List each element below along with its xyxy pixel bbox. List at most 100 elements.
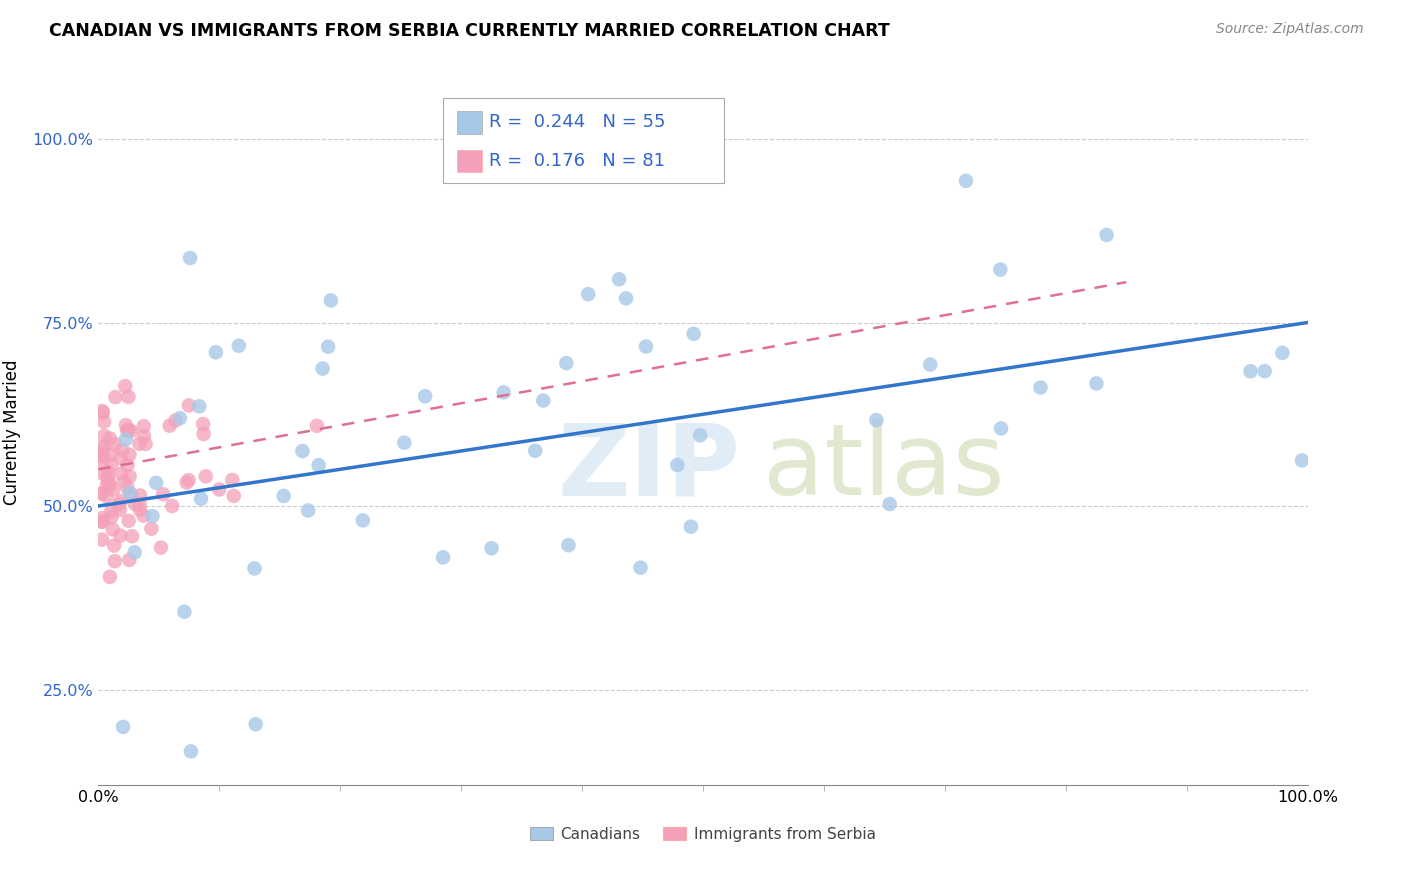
Point [100,504,122,518]
Point [111,442,134,457]
Text: R =  0.244   N = 55: R = 0.244 N = 55 [489,113,666,131]
Point [630,560,652,574]
Point [141,509,163,524]
Point [679,519,702,533]
Point [98,570,121,584]
Point [988,262,1011,277]
Point [492,385,515,400]
Point [101,522,124,536]
Point [245,717,267,731]
Point [205,345,228,359]
Point [179,251,201,265]
Point [221,473,243,487]
Point [108,498,131,512]
Point [319,293,342,308]
Point [1085,376,1108,391]
Point [920,358,942,372]
Point [129,502,152,516]
Point [311,361,333,376]
Text: Source: ZipAtlas.com: Source: ZipAtlas.com [1216,22,1364,37]
Point [120,488,142,502]
Point [141,522,163,536]
Point [955,174,977,188]
Legend: Canadians, Immigrants from Serbia: Canadians, Immigrants from Serbia [524,821,882,847]
Point [96,470,118,484]
Point [481,541,503,556]
Point [135,437,157,451]
Point [173,605,195,619]
Point [91,448,114,462]
Point [614,291,637,305]
Point [1291,453,1313,467]
Point [93,439,115,453]
Point [98,475,121,490]
Point [128,497,150,511]
Point [108,503,131,517]
Point [557,538,579,552]
Point [413,389,436,403]
Point [879,497,901,511]
Point [531,393,554,408]
Point [103,539,125,553]
Point [104,390,127,404]
Point [169,411,191,425]
Point [112,475,135,489]
Point [117,458,139,473]
Point [1253,364,1275,378]
Point [100,509,122,524]
Point [576,287,599,301]
Point [91,486,114,500]
Point [308,458,330,473]
Point [180,744,202,758]
Point [222,489,245,503]
Point [159,418,181,433]
Point [115,423,138,437]
Point [96,489,118,503]
Point [666,458,689,472]
Point [115,418,138,433]
Point [91,467,114,481]
Point [228,339,250,353]
Point [682,326,704,341]
Point [188,400,211,414]
Y-axis label: Currently Married: Currently Married [3,359,21,506]
Point [190,491,212,506]
Point [118,469,141,483]
Point [110,494,132,508]
Point [110,528,132,542]
Point [104,554,127,568]
Point [177,473,200,487]
Point [555,356,578,370]
Point [394,435,416,450]
Point [305,418,328,433]
Point [634,339,657,353]
Point [191,417,214,431]
Point [145,475,167,490]
Point [91,455,114,469]
Point [316,340,339,354]
Point [117,481,139,495]
Point [132,419,155,434]
Point [93,415,115,429]
Point [104,437,127,451]
Point [91,449,114,463]
Point [124,497,146,511]
Point [149,541,172,555]
Point [112,720,135,734]
Point [160,499,183,513]
Point [91,442,114,457]
Point [97,466,120,480]
Point [990,421,1012,435]
Point [93,429,115,443]
Point [432,550,454,565]
Point [121,529,143,543]
Point [1029,380,1052,394]
Point [689,428,711,442]
Point [352,513,374,527]
Point [91,511,114,525]
Point [118,553,141,567]
Point [177,398,200,412]
Point [98,432,121,446]
Point [98,477,121,491]
Point [103,483,125,497]
